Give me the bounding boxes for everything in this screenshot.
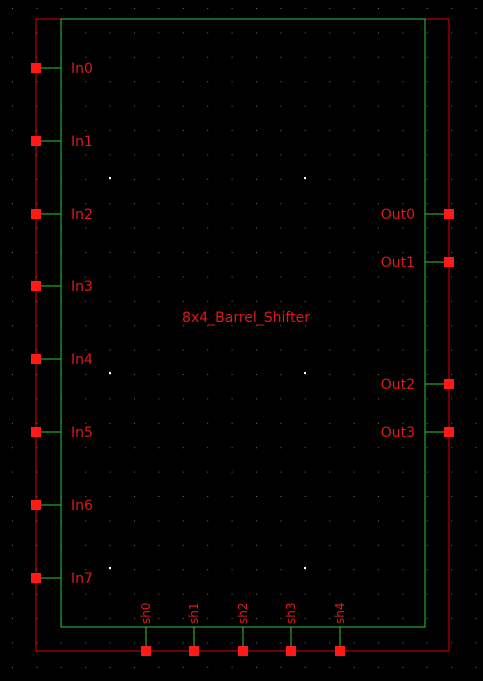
pin-terminal[interactable]	[31, 573, 41, 583]
symbol-name-label: 8x4_Barrel_Shifter	[182, 310, 310, 326]
pin-label: In7	[71, 571, 93, 587]
pin-label: In2	[71, 207, 93, 223]
pin-out2[interactable]: Out2	[381, 377, 454, 393]
pin-label: In6	[71, 498, 93, 514]
pin-label: sh2	[236, 603, 250, 625]
pin-terminal[interactable]	[31, 209, 41, 219]
anchor-point	[304, 177, 306, 179]
bottom-pin-group: sh0 sh1 sh2 sh3 sh4	[139, 603, 347, 657]
pin-label: Out0	[381, 207, 415, 223]
pin-sh4[interactable]: sh4	[333, 603, 347, 657]
pin-in0[interactable]: In0	[31, 61, 93, 77]
pin-terminal[interactable]	[31, 354, 41, 364]
pin-terminal[interactable]	[444, 209, 454, 219]
pin-sh1[interactable]: sh1	[187, 603, 201, 657]
pin-label: Out2	[381, 377, 415, 393]
pin-terminal[interactable]	[31, 427, 41, 437]
right-pin-group: Out0 Out1 Out2 Out3	[381, 207, 454, 441]
left-pin-group: In0 In1 In2 In3 In4 In5 In6 In7	[31, 61, 93, 587]
pin-terminal[interactable]	[31, 281, 41, 291]
pin-label: sh1	[187, 603, 201, 625]
pin-out3[interactable]: Out3	[381, 425, 454, 441]
pin-sh0[interactable]: sh0	[139, 603, 153, 657]
pin-out0[interactable]: Out0	[381, 207, 454, 223]
pin-sh3[interactable]: sh3	[284, 603, 298, 657]
pin-label: In5	[71, 425, 93, 441]
anchor-point	[109, 372, 111, 374]
anchor-points	[109, 177, 306, 569]
pin-in1[interactable]: In1	[31, 134, 93, 150]
anchor-point	[304, 567, 306, 569]
pin-terminal[interactable]	[444, 427, 454, 437]
pin-in5[interactable]: In5	[31, 425, 93, 441]
pin-in4[interactable]: In4	[31, 352, 93, 368]
pin-label: sh3	[284, 603, 298, 625]
pin-label: Out3	[381, 425, 415, 441]
pin-in3[interactable]: In3	[31, 279, 93, 295]
pin-label: Out1	[381, 255, 415, 271]
pin-in7[interactable]: In7	[31, 571, 93, 587]
pin-terminal[interactable]	[444, 257, 454, 267]
pin-terminal[interactable]	[238, 646, 248, 656]
pin-label: sh4	[333, 603, 347, 625]
pin-label: In3	[71, 279, 93, 295]
pin-terminal[interactable]	[335, 646, 345, 656]
pin-terminal[interactable]	[31, 500, 41, 510]
pin-out1[interactable]: Out1	[381, 255, 454, 271]
anchor-point	[109, 567, 111, 569]
pin-sh2[interactable]: sh2	[236, 603, 250, 657]
pin-label: In0	[71, 61, 93, 77]
pin-terminal[interactable]	[31, 136, 41, 146]
pin-terminal[interactable]	[444, 379, 454, 389]
anchor-point	[109, 177, 111, 179]
pin-terminal[interactable]	[286, 646, 296, 656]
pin-label: sh0	[139, 603, 153, 625]
pin-in6[interactable]: In6	[31, 498, 93, 514]
pin-terminal[interactable]	[141, 646, 151, 656]
pin-in2[interactable]: In2	[31, 207, 93, 223]
pin-terminal[interactable]	[189, 646, 199, 656]
pin-label: In4	[71, 352, 93, 368]
pin-label: In1	[71, 134, 93, 150]
pin-terminal[interactable]	[31, 63, 41, 73]
anchor-point	[304, 372, 306, 374]
